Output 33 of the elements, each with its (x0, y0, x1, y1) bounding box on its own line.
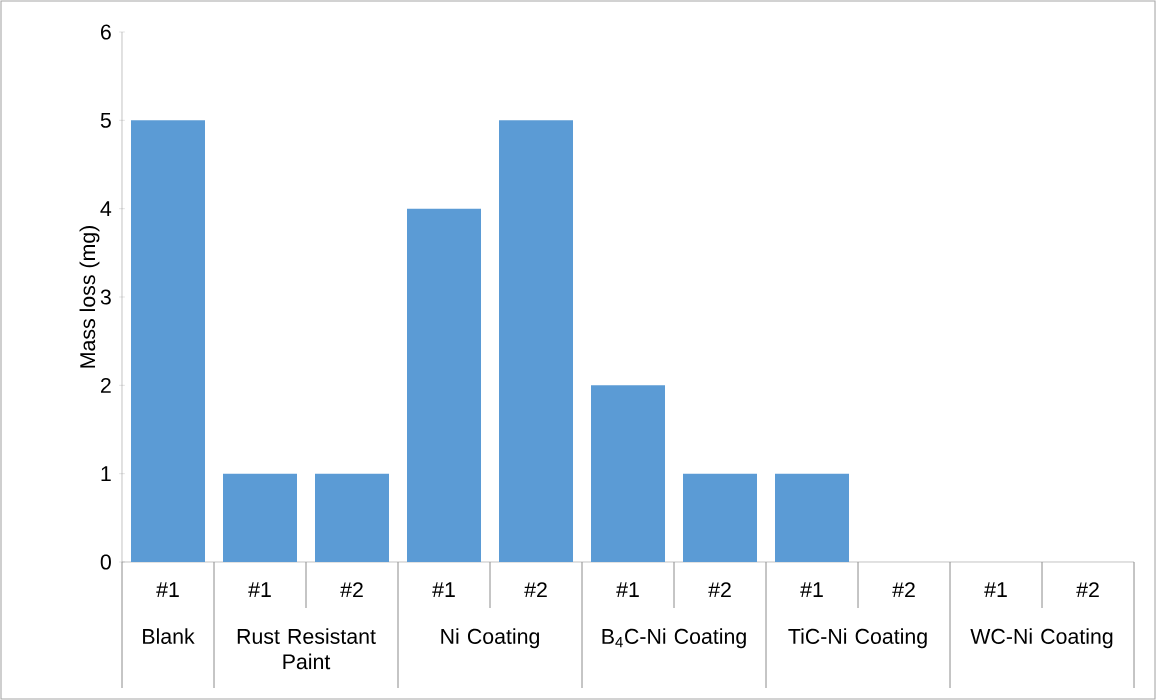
y-tick-label: 1 (101, 466, 111, 482)
bar (683, 473, 758, 562)
y-tick-label: 3 (100, 289, 111, 305)
bar (315, 473, 390, 562)
bar (223, 473, 297, 562)
text: Ni Coating (441, 628, 540, 649)
y-tick-label: 2 (100, 377, 111, 393)
x-tick-label: #2 (892, 582, 915, 598)
text: TiC-Ni Coating (788, 628, 927, 649)
x-tick-label: #2 (524, 582, 547, 598)
x-tick-label: #2 (708, 582, 731, 598)
x-tick-label: #1 (984, 582, 1007, 597)
y-tick-label: 0 (100, 554, 111, 570)
x-tick-label: #2 (340, 582, 363, 598)
x-tick-label: #1 (432, 582, 455, 597)
text: WC-Ni Coating (970, 628, 1113, 649)
y-tick-label: 5 (100, 112, 111, 128)
x-tick-label: #1 (156, 582, 179, 597)
y-tick-label: 6 (101, 24, 111, 40)
y-tick-label: 4 (100, 201, 112, 217)
text: Rust Resistant Paint (237, 628, 376, 670)
text: Blank (143, 628, 195, 644)
bar (499, 120, 574, 562)
bar (591, 385, 666, 562)
x-tick-label: #1 (800, 582, 823, 597)
text: B$_{4}$C-Ni Coating (602, 628, 746, 649)
x-tick-label: #1 (248, 582, 271, 597)
x-tick-label: #2 (1076, 582, 1099, 598)
bar (407, 208, 482, 562)
bar (775, 473, 850, 562)
bar (131, 120, 205, 562)
x-tick-label: #1 (616, 582, 639, 597)
y-axis-title: Mass loss (mg) (79, 226, 100, 368)
